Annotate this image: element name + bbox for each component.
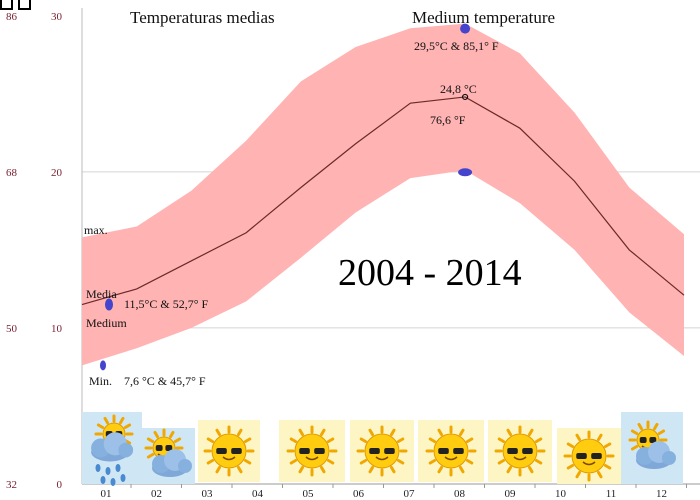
period-label: 2004 - 2014 xyxy=(338,252,522,294)
x-tick-month: 10 xyxy=(555,488,567,500)
aug-min-dot xyxy=(458,168,473,177)
axis-ticks: 30 86 20 68 10 50 0 32 01 02 03 04 05 06 07 08 09 10 11 12 xyxy=(6,11,687,500)
x-tick-month: 09 xyxy=(505,488,517,500)
sun-icon xyxy=(198,420,260,482)
min-label: Min. xyxy=(89,374,112,388)
sun-cloud-icon xyxy=(141,428,195,484)
x-tick-month: 07 xyxy=(404,488,416,500)
jan-media-value: 11,5°C & 52,7° F xyxy=(124,297,208,311)
sun-cloud-icon xyxy=(621,412,683,484)
sun-icon xyxy=(488,420,552,482)
aug-max-dot xyxy=(460,23,471,34)
x-tick-month: 04 xyxy=(252,488,264,500)
jan-min-dot xyxy=(100,360,106,371)
y-tick-fahrenheit: 50 xyxy=(6,323,18,335)
x-tick-month: 08 xyxy=(454,488,466,500)
x-tick-month: 06 xyxy=(353,488,365,500)
x-tick-month: 03 xyxy=(202,488,214,500)
media-series-line xyxy=(81,96,685,306)
media-label: Media xyxy=(86,287,117,301)
sun-icon xyxy=(557,428,621,484)
x-tick-month: 02 xyxy=(151,488,162,500)
title-es: Temperaturas medias xyxy=(130,8,275,27)
x-tick-month: 12 xyxy=(656,488,667,500)
weather-icons-row xyxy=(82,412,683,486)
sun-cloud-rain-icon xyxy=(82,412,142,486)
max-label: max. xyxy=(84,223,108,237)
aug-media-fahrenheit: 76,6 °F xyxy=(430,113,466,127)
sun-icon xyxy=(350,420,414,482)
corner-box-right-icon xyxy=(18,0,31,10)
x-tick-month: 01 xyxy=(101,488,112,500)
aug-media-celsius: 24,8 °C xyxy=(440,82,477,96)
aug-media-dot xyxy=(461,93,469,101)
aug-max-value: 29,5°C & 85,1° F xyxy=(414,39,499,53)
title-en: Medium temperature xyxy=(412,8,555,27)
y-tick-fahrenheit: 86 xyxy=(6,11,18,23)
y-tick-fahrenheit: 68 xyxy=(6,167,18,179)
temperature-range-band xyxy=(82,23,684,366)
jan-min-value: 7,6 °C & 45,7° F xyxy=(124,374,206,388)
jan-media-dot xyxy=(105,298,113,311)
y-tick-celsius: 10 xyxy=(51,323,63,335)
data-point-markers xyxy=(100,23,473,371)
y-tick-celsius: 20 xyxy=(51,167,63,179)
y-tick-fahrenheit: 32 xyxy=(6,479,17,491)
corner-box-left-icon xyxy=(0,0,13,10)
medium-label: Medium xyxy=(86,316,127,330)
y-tick-celsius: 0 xyxy=(57,479,63,491)
y-tick-celsius: 30 xyxy=(51,11,63,23)
x-tick-month: 11 xyxy=(606,488,617,500)
sun-icon xyxy=(418,420,484,482)
sun-icon xyxy=(279,420,345,482)
x-tick-month: 05 xyxy=(303,488,315,500)
